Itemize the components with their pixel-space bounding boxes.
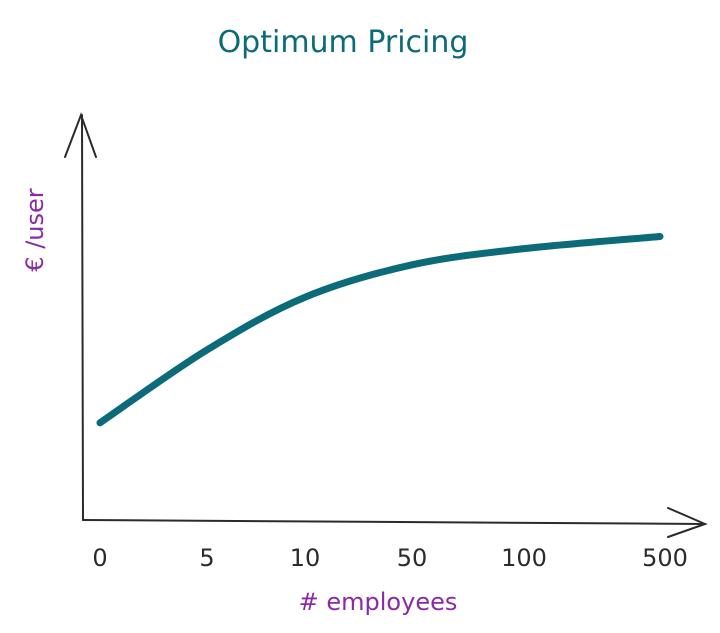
x-tick-labels: 0 5 10 50 100 500 xyxy=(92,544,688,572)
x-tick-label: 5 xyxy=(199,544,214,572)
x-axis-line xyxy=(82,519,706,525)
series-line xyxy=(96,233,664,427)
chart-title: Optimum Pricing xyxy=(218,25,469,60)
x-tick-label: 50 xyxy=(397,544,428,572)
x-tick-label: 10 xyxy=(290,544,321,572)
x-tick-label: 500 xyxy=(642,544,688,572)
axes xyxy=(64,112,708,538)
x-axis-arrowhead xyxy=(667,507,708,538)
x-tick-label: 100 xyxy=(501,544,547,572)
y-axis-label: € /user xyxy=(21,188,49,271)
x-axis-label: # employees xyxy=(299,588,458,616)
x-tick-label: 0 xyxy=(92,544,107,572)
y-axis-line xyxy=(81,114,84,521)
y-axis-arrowhead xyxy=(64,112,97,158)
